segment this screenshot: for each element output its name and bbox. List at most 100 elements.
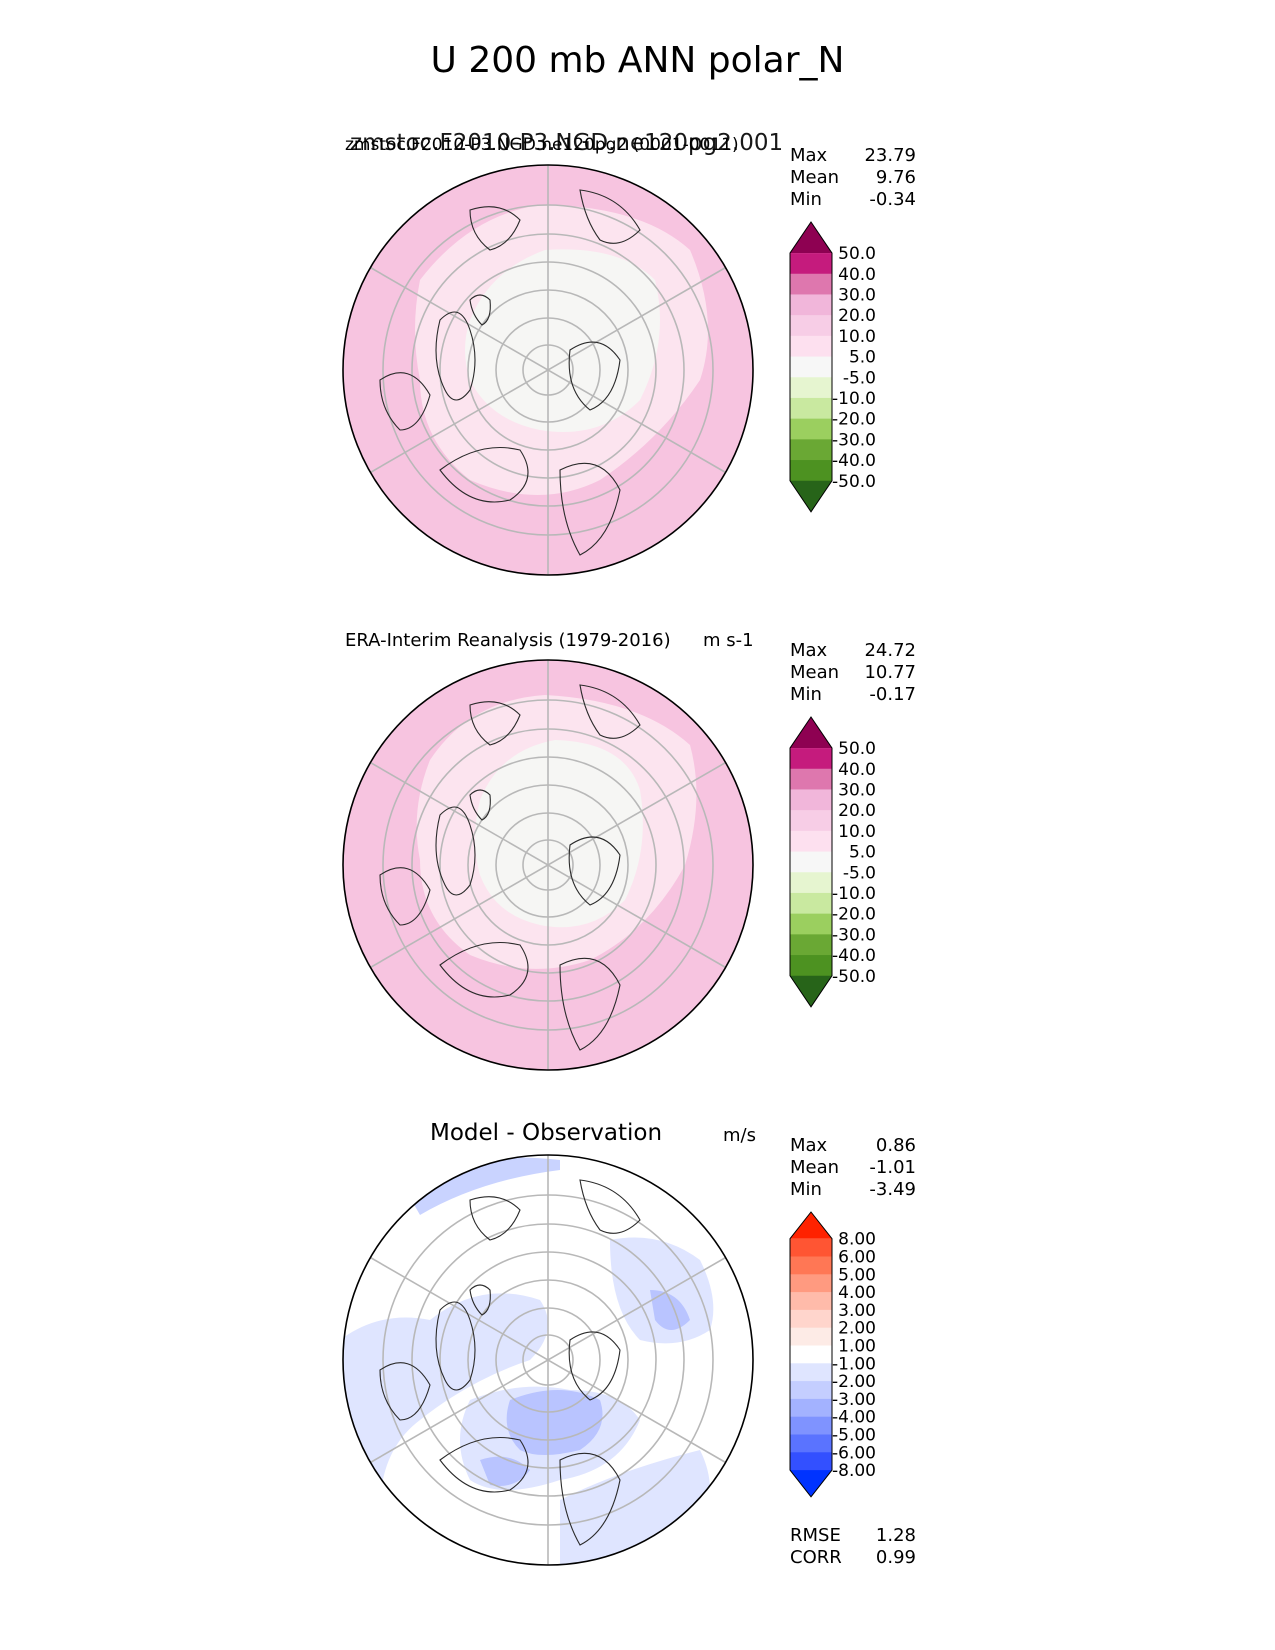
colorbar-segment [790, 872, 832, 894]
stat-value: 1.28 [875, 1525, 916, 1546]
colorbar-tick-label: -50.0 [832, 967, 876, 987]
colorbar-tick-label: 6.00 [838, 1248, 876, 1268]
panel1-title-overlay: zmstoc.F2010-P3.NGD.ne120pg2.001 [350, 130, 784, 156]
panel2-title-left: ERA-Interim Reanalysis (1979-2016) [345, 630, 671, 651]
colorbar-segment [790, 1434, 832, 1453]
panel3-map [342, 1154, 754, 1566]
panel3-stats: Max 0.86 Mean -1.01 Min -3.49 [790, 1135, 916, 1201]
stat-label: RMSE [790, 1525, 841, 1546]
colorbar-tick-label: -5.00 [832, 1426, 876, 1446]
colorbar-tick-label: 20.0 [838, 801, 876, 821]
colorbar-tick-label: 10.0 [838, 822, 876, 842]
stat-label: Mean [790, 662, 840, 683]
panel3-extra-stats: RMSE 1.28 CORR 0.99 [790, 1525, 916, 1569]
colorbar-tick-label: -20.0 [832, 410, 876, 430]
colorbar-tick-label: -50.0 [832, 472, 876, 492]
colorbar-segment [790, 789, 832, 811]
colorbar-segment [790, 955, 832, 977]
colorbar-segment [790, 356, 832, 378]
colorbar-extend-bottom [790, 975, 832, 1007]
colorbar-tick-label: 2.00 [838, 1319, 876, 1339]
colorbar-segment [790, 418, 832, 440]
colorbar-segment [790, 892, 832, 915]
colorbar-tick-label: 20.0 [838, 306, 876, 326]
stat-value: 10.77 [864, 662, 916, 683]
colorbar-tick-label: -30.0 [832, 430, 876, 450]
colorbar-outline [789, 716, 833, 1008]
panel1-map [342, 164, 754, 576]
colorbar-segment [790, 377, 832, 399]
colorbar-segment [790, 934, 832, 956]
colorbar-tick-label: 4.00 [838, 1283, 876, 1303]
colorbar-tick-label: 1.00 [838, 1337, 876, 1357]
stat-label: Min [790, 684, 822, 705]
panel3-title-right: m/s [723, 1125, 756, 1146]
colorbar-tick-label: 8.00 [838, 1230, 876, 1250]
colorbar-segment [790, 1398, 832, 1418]
colorbar-segment [790, 273, 832, 295]
colorbar-segment [790, 1381, 832, 1400]
colorbar-tick-label: -40.0 [832, 451, 876, 471]
colorbar-tick-label: 50.0 [838, 739, 876, 759]
stat-value: 9.76 [875, 167, 916, 188]
stat-value: 0.99 [875, 1547, 916, 1568]
colorbar-outline [789, 221, 833, 513]
colorbar-outline [789, 1211, 833, 1498]
panel2-title-right: m s-1 [703, 630, 754, 651]
colorbar-tick-label: 30.0 [838, 285, 876, 305]
colorbar-segment [790, 1345, 832, 1364]
colorbar-segment [790, 1238, 832, 1257]
panel2-map [342, 659, 754, 1071]
colorbar-segment [790, 1292, 832, 1311]
colorbar-segment [790, 1327, 832, 1346]
colorbar-segment [790, 397, 832, 420]
panel3-title-center: Model - Observation [430, 1120, 663, 1146]
panel2-stats: Max 24.72 Mean 10.77 Min -0.17 [790, 640, 916, 706]
colorbar-segment [790, 335, 832, 358]
colorbar-segment [790, 1416, 832, 1435]
stat-value: -1.01 [869, 1157, 916, 1178]
panel3-colorbar: 8.006.005.004.003.002.001.00-1.00-2.00-3… [789, 1211, 876, 1498]
colorbar-segment [790, 439, 832, 461]
stat-value: 23.79 [864, 145, 916, 166]
colorbar-tick-label: 50.0 [838, 244, 876, 264]
stat-label: Min [790, 189, 822, 210]
colorbar-segment [790, 830, 832, 853]
stat-value: 24.72 [864, 640, 916, 661]
colorbar-tick-label: -40.0 [832, 946, 876, 966]
stat-label: Max [790, 145, 828, 166]
stat-label: CORR [790, 1547, 842, 1568]
colorbar-tick-label: 5.0 [849, 348, 876, 368]
colorbar-tick-label: -30.0 [832, 925, 876, 945]
stat-value: -3.49 [869, 1179, 916, 1200]
colorbar-extend-top [790, 717, 832, 749]
colorbar-tick-label: -2.00 [832, 1372, 876, 1392]
colorbar-segment [790, 294, 832, 316]
figure-title: U 200 mb ANN polar_N [430, 40, 845, 81]
stat-label: Max [790, 640, 828, 661]
panel1-stats: Max 23.79 Mean 9.76 Min -0.34 [790, 145, 916, 211]
colorbar-tick-label: 30.0 [838, 780, 876, 800]
colorbar-segment [790, 810, 832, 832]
colorbar-segment [790, 253, 832, 275]
stat-value: 0.86 [875, 1135, 916, 1156]
panel1-title-left: zmstoc.F2010-P3.NGD.ne120pg2 (0001-0011) [345, 135, 739, 155]
stat-label: Mean [790, 1157, 840, 1178]
colorbar-tick-label: 5.00 [838, 1265, 876, 1285]
colorbar-segment [790, 460, 832, 482]
colorbar-segment [790, 1256, 832, 1275]
colorbar-tick-label: -1.00 [832, 1354, 876, 1374]
colorbar-segment [790, 1274, 832, 1293]
colorbar-tick-label: -5.0 [843, 368, 876, 388]
colorbar-tick-label: 5.0 [849, 843, 876, 863]
panel1-colorbar: 50.040.030.020.010.05.0-5.0-10.0-20.0-30… [789, 221, 876, 513]
colorbar-tick-label: -10.0 [832, 884, 876, 904]
stat-label: Min [790, 1179, 822, 1200]
colorbar-tick-label: -5.0 [843, 863, 876, 883]
colorbar-tick-label: -4.00 [832, 1408, 876, 1428]
stat-value: -0.34 [869, 189, 916, 210]
colorbar-segment [790, 768, 832, 790]
colorbar-segment [790, 913, 832, 935]
colorbar-tick-label: -8.00 [832, 1461, 876, 1481]
